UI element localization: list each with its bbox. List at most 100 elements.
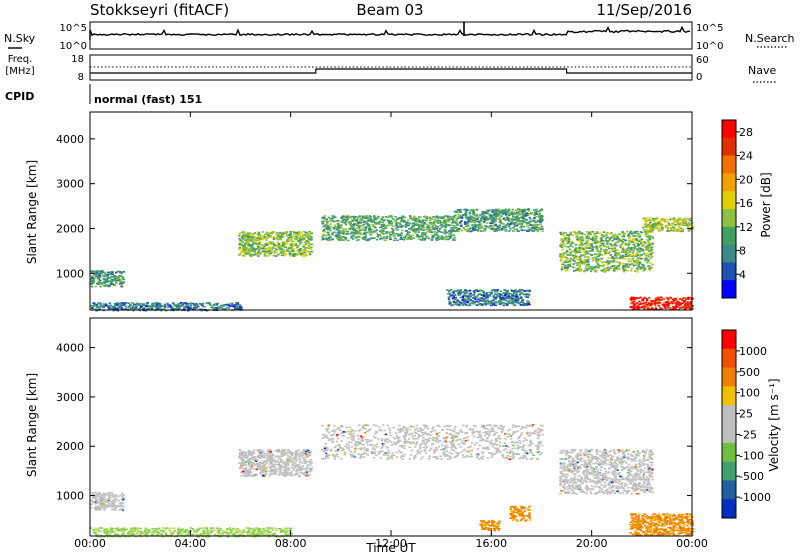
- range-cell: [587, 241, 589, 243]
- range-cell: [575, 233, 577, 235]
- range-cell: [385, 231, 387, 233]
- range-cell: [513, 305, 515, 307]
- range-cell: [472, 300, 474, 302]
- range-cell: [96, 306, 98, 308]
- range-cell: [592, 240, 594, 242]
- range-cell: [564, 267, 566, 269]
- range-cell: [289, 231, 291, 233]
- range-cell: [603, 231, 605, 233]
- range-cell: [221, 308, 223, 310]
- range-cell: [640, 267, 642, 269]
- range-cell: [672, 303, 674, 305]
- range-cell: [406, 234, 408, 236]
- range-cell: [667, 304, 669, 306]
- range-cell: [581, 262, 583, 264]
- range-cell: [377, 234, 379, 236]
- range-cell: [481, 304, 483, 306]
- range-cell: [399, 217, 401, 219]
- range-cell: [378, 223, 380, 225]
- range-cell: [352, 226, 354, 228]
- range-cell: [569, 249, 571, 251]
- range-cell: [298, 231, 300, 233]
- range-cell: [118, 307, 120, 309]
- range-cell: [139, 308, 141, 310]
- range-cell: [670, 227, 672, 229]
- range-cell: [140, 306, 142, 308]
- range-cell: [575, 236, 577, 238]
- range-cell: [443, 221, 445, 223]
- range-cell: [352, 220, 354, 222]
- range-cell: [240, 475, 242, 477]
- range-cell: [476, 296, 478, 298]
- range-cell: [643, 265, 645, 267]
- range-cell: [561, 249, 563, 251]
- range-cell: [654, 300, 656, 302]
- range-cell: [580, 270, 582, 272]
- range-cell: [492, 220, 494, 222]
- range-cell: [259, 248, 261, 250]
- range-cell: [659, 307, 661, 309]
- range-cell: [505, 290, 507, 292]
- range-cell: [660, 225, 662, 227]
- range-cell: [244, 238, 246, 240]
- range-cell: [197, 306, 199, 308]
- range-cell: [121, 283, 123, 285]
- range-cell: [111, 283, 113, 285]
- range-cell: [499, 212, 501, 214]
- range-cell: [485, 226, 487, 228]
- range-cell: [478, 220, 480, 222]
- range-cell: [296, 232, 298, 234]
- range-cell: [458, 292, 460, 294]
- range-cell: [637, 255, 639, 257]
- range-cell: [642, 241, 644, 243]
- range-cell: [505, 293, 507, 295]
- range-cell: [573, 270, 575, 272]
- range-cell: [446, 236, 448, 238]
- range-cell: [365, 235, 367, 237]
- range-cell: [295, 234, 297, 236]
- range-cell: [386, 236, 388, 238]
- colorbar-segment: [722, 173, 736, 191]
- range-cell: [304, 248, 306, 250]
- range-cell: [455, 297, 457, 299]
- range-cell: [392, 230, 394, 232]
- range-cell: [478, 228, 480, 230]
- range-cell: [489, 295, 491, 297]
- range-cell: [347, 233, 349, 235]
- range-cell: [509, 298, 511, 300]
- range-cell: [640, 242, 642, 244]
- range-cell: [641, 299, 643, 301]
- range-cell: [242, 235, 244, 237]
- range-cell: [469, 218, 471, 220]
- range-cell: [268, 242, 270, 244]
- range-cell: [264, 236, 266, 238]
- range-cell: [108, 504, 110, 506]
- range-cell: [415, 224, 417, 226]
- range-cell: [280, 252, 282, 254]
- range-cell: [338, 226, 340, 228]
- range-cell: [584, 261, 586, 263]
- range-cell: [564, 262, 566, 264]
- range-cell: [454, 211, 456, 213]
- range-cell: [99, 286, 101, 288]
- range-cell: [535, 216, 537, 218]
- range-cell: [396, 229, 398, 231]
- range-cell: [592, 249, 594, 251]
- range-cell: [369, 234, 371, 236]
- range-cell: [240, 306, 242, 308]
- range-cell: [453, 227, 455, 229]
- range-cell: [496, 211, 498, 213]
- range-cell: [567, 264, 569, 266]
- range-cell: [427, 229, 429, 231]
- range-cell: [118, 506, 120, 508]
- range-cell: [338, 237, 340, 239]
- range-cell: [493, 209, 495, 211]
- range-cell: [475, 215, 477, 217]
- range-cell: [676, 230, 678, 232]
- range-cell: [523, 229, 525, 231]
- range-cell: [101, 503, 103, 505]
- freq-ytick-top-left: 18: [71, 54, 84, 65]
- range-cell: [499, 303, 501, 305]
- range-cell: [108, 497, 110, 499]
- range-cell: [516, 292, 518, 294]
